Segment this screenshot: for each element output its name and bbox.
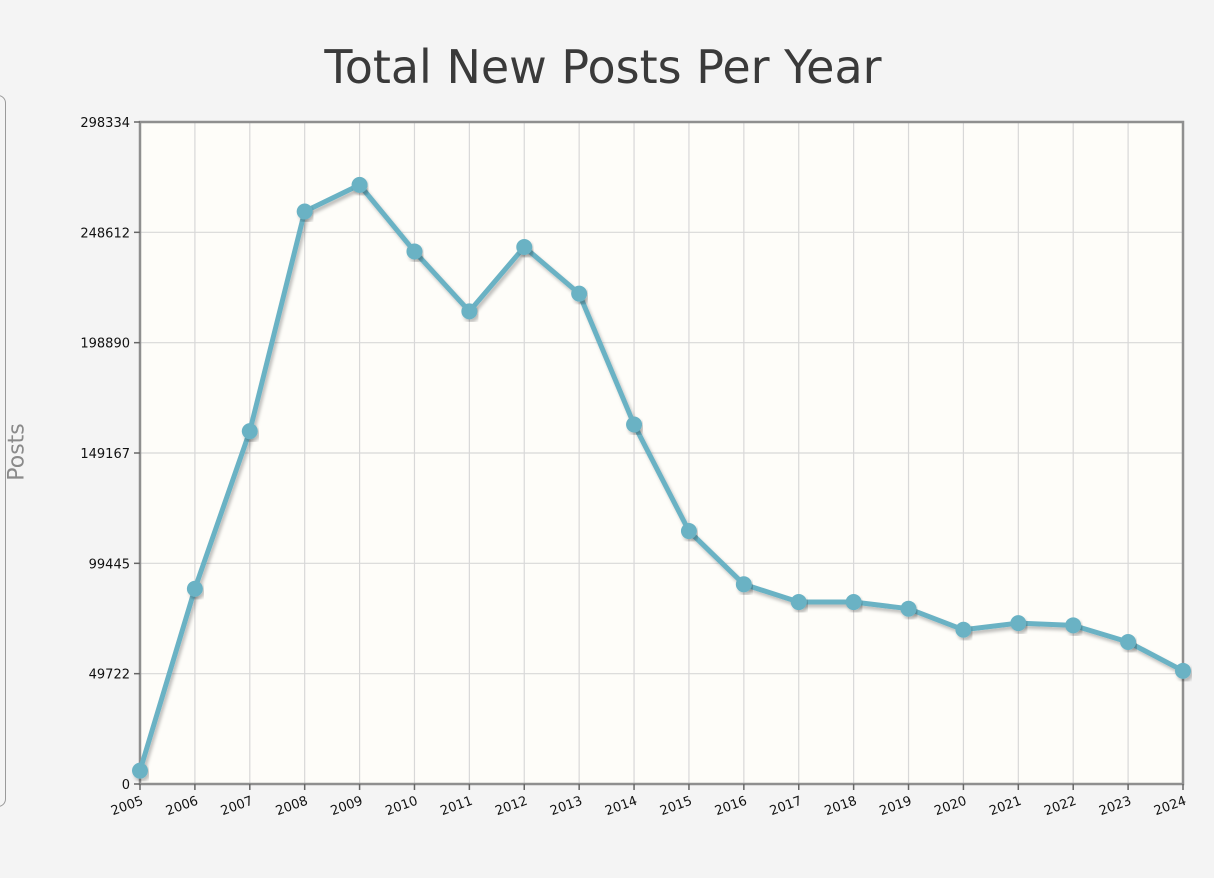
data-point (241, 423, 258, 440)
x-tick-label: 2012 (493, 794, 529, 819)
data-point (790, 594, 807, 611)
x-tick-label: 2023 (1097, 794, 1133, 819)
data-point (955, 621, 972, 638)
y-tick-label: 248612 (80, 226, 130, 241)
series-line (137, 182, 1185, 772)
chart-title: Total New Posts Per Year (324, 40, 882, 94)
data-point (1010, 615, 1027, 632)
data-point (351, 176, 368, 193)
data-point (516, 239, 533, 256)
x-tick-label: 2015 (658, 794, 694, 819)
data-point (132, 762, 148, 779)
data-point (571, 285, 588, 302)
x-tick-label: 2019 (878, 794, 914, 819)
y-tick-label: 0 (122, 778, 130, 793)
x-tick-label: 2010 (384, 794, 420, 819)
x-tick-label: 2013 (548, 794, 584, 819)
y-tick-label: 49722 (89, 668, 130, 683)
x-tick-label: 2018 (823, 794, 859, 819)
y-tick-label: 298334 (80, 116, 130, 131)
data-point (461, 303, 478, 320)
x-tick-label: 2011 (439, 794, 475, 819)
x-tick-label: 2022 (1042, 794, 1078, 819)
x-tick-label: 2014 (603, 794, 639, 819)
x-tick-label: 2006 (164, 794, 200, 819)
data-point (1065, 617, 1082, 634)
data-point (626, 416, 643, 433)
data-point (1175, 662, 1191, 679)
y-tick-label: 198890 (80, 337, 130, 352)
data-point (735, 576, 752, 593)
x-tick-label: 2007 (219, 794, 255, 819)
y-tick-label: 99445 (89, 557, 130, 572)
x-tick-label: 2024 (1152, 794, 1188, 819)
data-point (845, 594, 862, 611)
data-point (186, 580, 203, 597)
x-tick-label: 2009 (329, 794, 365, 819)
data-point (406, 243, 423, 260)
data-point (1120, 633, 1137, 650)
x-tick-label: 2008 (274, 794, 310, 819)
x-tick-label: 2017 (768, 794, 804, 819)
data-point (680, 523, 697, 540)
x-tick-label: 2021 (987, 794, 1023, 819)
x-tick-label: 2020 (933, 794, 969, 819)
x-tick-label: 2005 (109, 794, 145, 819)
y-tick-label: 149167 (80, 447, 130, 462)
x-tick-label: 2016 (713, 794, 749, 819)
data-point (900, 600, 917, 617)
data-point (296, 203, 313, 220)
